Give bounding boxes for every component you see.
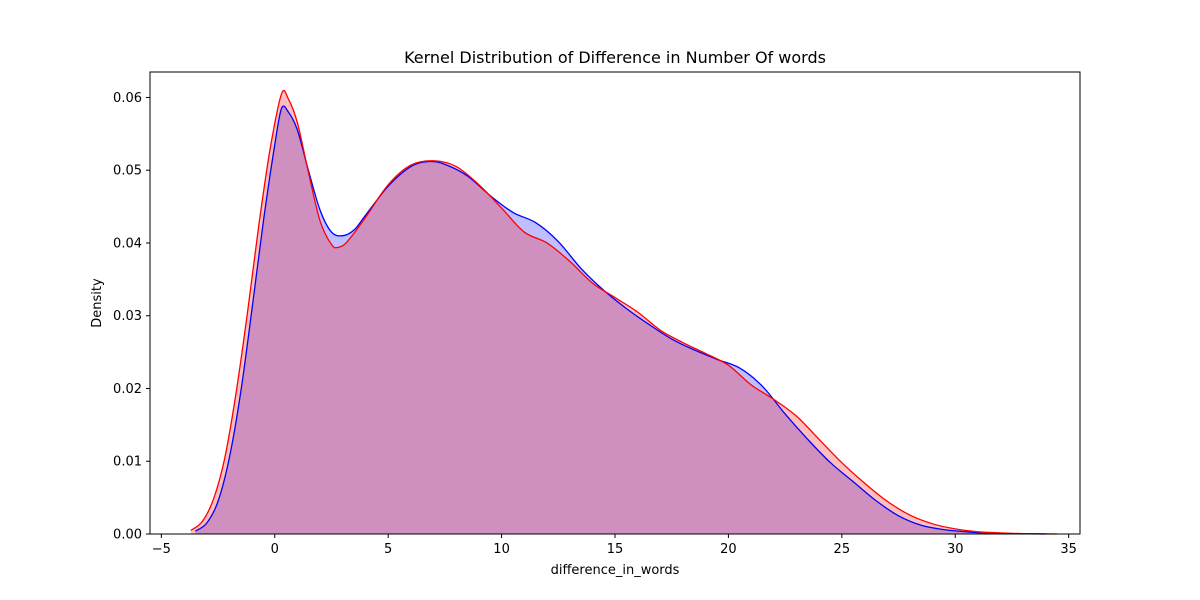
- y-axis-label: Density: [90, 278, 105, 328]
- y-tick-label: 0.03: [113, 309, 142, 324]
- series-layer: [190, 89, 1058, 535]
- x-tick-label: 10: [493, 542, 510, 557]
- x-tick-label: 25: [834, 542, 851, 557]
- x-tick-label: −5: [152, 542, 171, 557]
- y-tick-label: 0.06: [113, 91, 142, 106]
- x-axis: −5 0 5 10 15 20 25 30 35: [152, 534, 1077, 557]
- y-tick-label: 0.05: [113, 164, 142, 179]
- y-tick-label: 0.04: [113, 236, 142, 251]
- series-0-area: [195, 106, 1046, 534]
- chart-title: Kernel Distribution of Difference in Num…: [404, 48, 826, 67]
- y-tick-label: 0.01: [113, 455, 142, 470]
- series-1-line: [190, 89, 1058, 535]
- x-tick-label: 15: [607, 542, 624, 557]
- x-tick-label: 20: [720, 542, 737, 557]
- x-axis-label: difference_in_words: [551, 563, 680, 578]
- x-tick-label: 35: [1060, 542, 1077, 557]
- series-0-line: [194, 105, 1046, 535]
- plot-area: [149, 71, 1081, 535]
- y-tick-label: 0.00: [113, 528, 142, 543]
- y-tick-label: 0.02: [113, 382, 142, 397]
- x-tick-label: 5: [384, 542, 392, 557]
- x-tick-label: 0: [271, 542, 279, 557]
- x-tick-label: 30: [947, 542, 964, 557]
- series-1-area: [190, 90, 1058, 535]
- y-axis: 0.00 0.01 0.02 0.03 0.04 0.05 0.06: [113, 91, 150, 543]
